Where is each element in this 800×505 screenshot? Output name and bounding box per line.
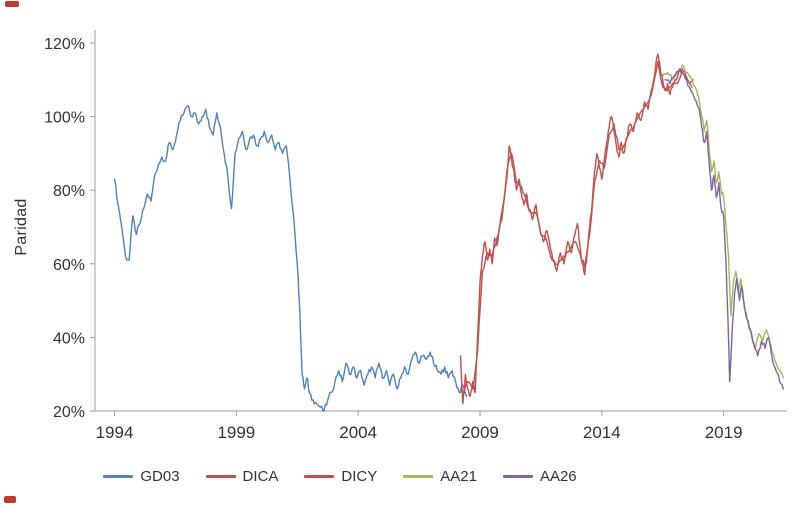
legend-label-AA21: AA21 [440, 468, 477, 485]
x-tick-label: 1999 [217, 423, 255, 442]
legend-item-AA21: AA21 [403, 468, 477, 485]
y-tick-label: 60% [53, 257, 85, 274]
x-tick-label: 2019 [705, 423, 743, 442]
legend-item-DICA: DICA [205, 468, 279, 485]
legend-swatch-DICY [304, 475, 335, 478]
series-line-AA26 [664, 68, 784, 390]
series-line-DICY [462, 60, 693, 397]
scan-artifact-bottom-left [4, 496, 16, 503]
y-tick-label: 120% [44, 36, 85, 53]
legend-label-AA26: AA26 [539, 468, 577, 485]
legend-swatch-DICA [205, 475, 236, 478]
x-tick-label: 1994 [96, 423, 134, 442]
x-tick-label: 2014 [583, 423, 621, 442]
x-tick-label: 2004 [339, 423, 377, 442]
y-tick-label: 80% [53, 183, 85, 200]
legend-label-DICA: DICA [242, 468, 279, 485]
y-tick-label: 100% [44, 110, 85, 127]
y-axis-title: Paridad [13, 198, 30, 256]
x-tick-label: 2009 [461, 423, 499, 442]
series-line-GD03 [113, 104, 468, 412]
y-tick-label: 20% [53, 404, 85, 421]
legend-swatch-AA26 [502, 475, 533, 478]
legend-label-GD03: GD03 [140, 468, 180, 485]
scan-artifact-top-left [5, 1, 19, 7]
legend-item-AA26: AA26 [502, 468, 577, 485]
legend-swatch-AA21 [403, 475, 434, 478]
legend-label-DICY: DICY [341, 468, 378, 485]
series-line-DICA [459, 53, 694, 405]
y-tick-label: 40% [53, 330, 85, 347]
chart-legend: GD03 DICA DICY AA21 AA26 [30, 468, 650, 485]
series-line-AA21 [662, 64, 784, 379]
legend-item-GD03: GD03 [103, 468, 180, 485]
legend-swatch-GD03 [103, 475, 134, 478]
legend-item-DICY: DICY [304, 468, 377, 485]
